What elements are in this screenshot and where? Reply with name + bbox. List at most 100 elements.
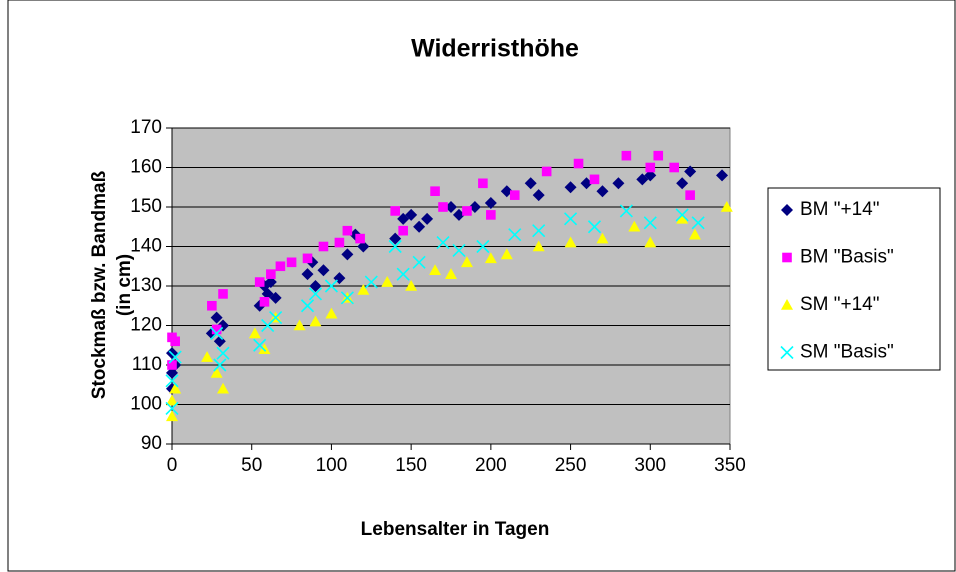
point	[334, 237, 345, 248]
point	[445, 201, 457, 213]
x-tick-label: 50	[241, 455, 262, 476]
point	[564, 212, 578, 226]
point	[364, 275, 378, 289]
point	[269, 291, 282, 304]
marker	[309, 280, 322, 292]
point	[309, 280, 322, 292]
marker	[317, 264, 330, 277]
marker	[541, 166, 552, 177]
point	[462, 206, 472, 216]
marker	[716, 169, 729, 182]
marker	[342, 225, 353, 236]
marker	[500, 248, 513, 260]
legend-label: SM "Basis"	[800, 342, 894, 363]
point	[300, 299, 315, 313]
marker	[781, 299, 793, 310]
y-tick-label: 100	[130, 394, 162, 415]
point	[524, 177, 537, 190]
y-axis-label: (in cm)	[114, 254, 135, 316]
marker	[421, 212, 434, 225]
marker	[685, 190, 695, 200]
point	[596, 232, 609, 244]
legend-marker	[781, 204, 793, 216]
point	[210, 366, 223, 378]
point	[218, 289, 228, 299]
x-tick-label: 350	[714, 455, 746, 476]
marker	[643, 216, 657, 230]
marker	[168, 350, 182, 364]
marker	[684, 165, 697, 178]
point	[445, 268, 457, 279]
legend-label: SM "+14"	[800, 294, 880, 315]
marker	[211, 324, 222, 335]
point	[484, 252, 497, 264]
point	[500, 185, 513, 198]
point	[436, 235, 450, 250]
marker	[218, 289, 228, 299]
marker	[619, 204, 633, 218]
point	[478, 178, 488, 189]
marker	[524, 177, 537, 190]
marker	[691, 216, 705, 230]
point	[413, 220, 426, 233]
legend-label: BM "+14"	[800, 199, 880, 220]
marker	[676, 212, 689, 224]
point	[210, 326, 224, 340]
point	[389, 232, 402, 245]
point	[259, 297, 270, 307]
x-tick-label: 0	[167, 455, 178, 476]
marker	[293, 319, 306, 331]
marker	[389, 232, 402, 245]
marker	[334, 237, 345, 248]
marker	[364, 275, 378, 289]
marker	[612, 177, 625, 190]
point	[589, 174, 600, 185]
point	[325, 307, 338, 319]
marker	[302, 253, 313, 264]
marker	[167, 360, 177, 370]
chart-title: Widerristhöhe	[411, 35, 579, 63]
point	[170, 336, 180, 347]
point	[643, 216, 657, 230]
marker	[165, 374, 179, 388]
marker	[509, 190, 520, 200]
point	[669, 162, 679, 173]
point	[357, 240, 370, 253]
point	[266, 269, 276, 279]
point	[167, 360, 177, 370]
marker	[587, 220, 602, 234]
marker	[286, 257, 297, 268]
point	[720, 201, 733, 212]
x-tick-label: 150	[395, 455, 427, 476]
point	[460, 256, 473, 268]
point	[532, 189, 545, 202]
point	[324, 279, 338, 293]
point	[541, 166, 552, 177]
point	[688, 228, 701, 240]
point	[532, 224, 546, 238]
y-tick-label: 140	[130, 236, 162, 257]
marker	[596, 185, 609, 198]
marker	[166, 394, 178, 406]
legend-marker	[781, 299, 793, 310]
point	[248, 327, 261, 339]
point	[398, 225, 408, 236]
point	[644, 169, 657, 182]
marker	[669, 162, 679, 173]
marker	[264, 276, 277, 289]
point	[293, 319, 306, 331]
marker	[325, 307, 338, 319]
point	[340, 291, 354, 305]
marker	[341, 248, 354, 261]
marker	[405, 208, 418, 221]
point	[269, 311, 283, 325]
point	[169, 382, 182, 394]
marker	[781, 204, 793, 216]
x-tick-label: 250	[555, 455, 587, 476]
point	[166, 394, 178, 406]
point	[580, 177, 593, 190]
point	[508, 228, 522, 242]
point	[509, 190, 520, 200]
point	[217, 382, 230, 394]
point	[564, 236, 577, 248]
